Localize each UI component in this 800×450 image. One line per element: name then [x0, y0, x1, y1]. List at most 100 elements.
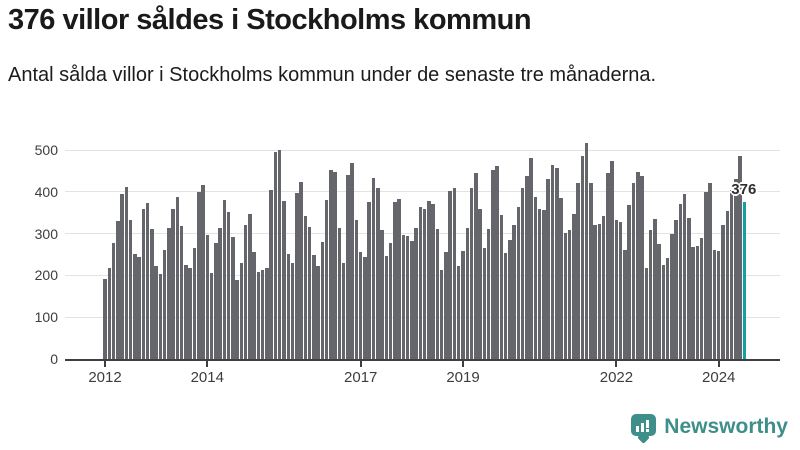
y-axis-label: 100 [34, 309, 58, 326]
bar [418, 207, 423, 359]
bar [265, 268, 269, 359]
bar [512, 225, 516, 359]
bar [439, 270, 444, 359]
bar [572, 214, 576, 359]
y-axis-label: 300 [34, 225, 58, 242]
bar [563, 233, 568, 359]
bar [116, 221, 120, 359]
bar [725, 211, 729, 359]
bar [469, 188, 474, 359]
bar [260, 270, 265, 359]
bar [674, 220, 678, 359]
bar [290, 263, 295, 359]
bar [576, 183, 580, 359]
bar [239, 263, 244, 359]
x-axis-label: 2022 [599, 369, 634, 386]
bar [648, 230, 653, 359]
bar [452, 188, 457, 359]
bar [435, 229, 440, 359]
bar [665, 258, 670, 359]
bar [277, 150, 282, 359]
bar [162, 250, 167, 359]
gridline [65, 274, 780, 276]
bar [175, 197, 180, 359]
newsworthy-logo[interactable]: Newsworthy [631, 412, 788, 444]
bar [286, 254, 291, 359]
x-axis-label: 2019 [446, 369, 480, 386]
bar [640, 176, 644, 359]
bar [567, 230, 572, 359]
bar-value-label: 376 [731, 180, 757, 198]
bar [273, 152, 278, 359]
y-axis-label: 500 [34, 142, 58, 158]
bar [137, 257, 141, 359]
bar [150, 229, 154, 359]
bar [580, 156, 585, 359]
bar [738, 156, 742, 359]
bar [248, 214, 252, 359]
bar [333, 172, 337, 359]
x-axis-tick [717, 361, 720, 367]
bar [606, 173, 610, 359]
bar [120, 194, 124, 359]
bar [218, 228, 222, 359]
bar [376, 188, 380, 359]
bar [354, 220, 359, 359]
bar [499, 215, 504, 359]
newsworthy-bubble-chart-icon [631, 413, 657, 444]
bar [614, 220, 619, 359]
bar [222, 200, 227, 359]
bar [410, 241, 414, 359]
bar [704, 192, 708, 359]
y-axis-label: 200 [34, 267, 58, 284]
bar [307, 227, 312, 359]
bar [716, 251, 721, 359]
bar [380, 230, 384, 359]
bar [699, 238, 704, 359]
bar [520, 188, 525, 359]
bar [734, 179, 738, 359]
bar [644, 268, 649, 359]
bar [670, 234, 674, 359]
bar [678, 204, 683, 359]
bar [252, 252, 256, 359]
bar [550, 165, 555, 359]
bar [503, 253, 508, 359]
bar [495, 166, 499, 359]
bar [231, 237, 235, 359]
bar [214, 243, 218, 359]
bar [371, 178, 376, 359]
bar [537, 209, 542, 359]
bar [636, 172, 640, 359]
bar [623, 250, 627, 359]
x-axis-tick [615, 361, 618, 367]
bar [188, 268, 192, 359]
bar [482, 248, 487, 359]
bar [145, 203, 150, 359]
bar [708, 183, 712, 359]
chart-subtitle: Antal sålda villor i Stockholms kommun u… [8, 64, 657, 86]
bar [124, 187, 129, 359]
bar [367, 202, 371, 359]
bar [589, 183, 593, 359]
bar [316, 266, 320, 359]
bar [256, 272, 261, 359]
x-axis-label: 2012 [88, 369, 122, 386]
bar [384, 256, 389, 359]
bar [712, 250, 717, 359]
bar [444, 252, 448, 359]
bar [601, 216, 606, 359]
bar [171, 209, 175, 359]
y-axis-label: 400 [34, 183, 58, 200]
bar [350, 163, 354, 359]
bar [397, 199, 401, 359]
bar [358, 252, 363, 359]
bar [269, 190, 273, 359]
bar [682, 194, 687, 359]
bar [388, 243, 393, 359]
bar [282, 201, 286, 359]
bar [721, 225, 725, 359]
bar [346, 175, 350, 359]
